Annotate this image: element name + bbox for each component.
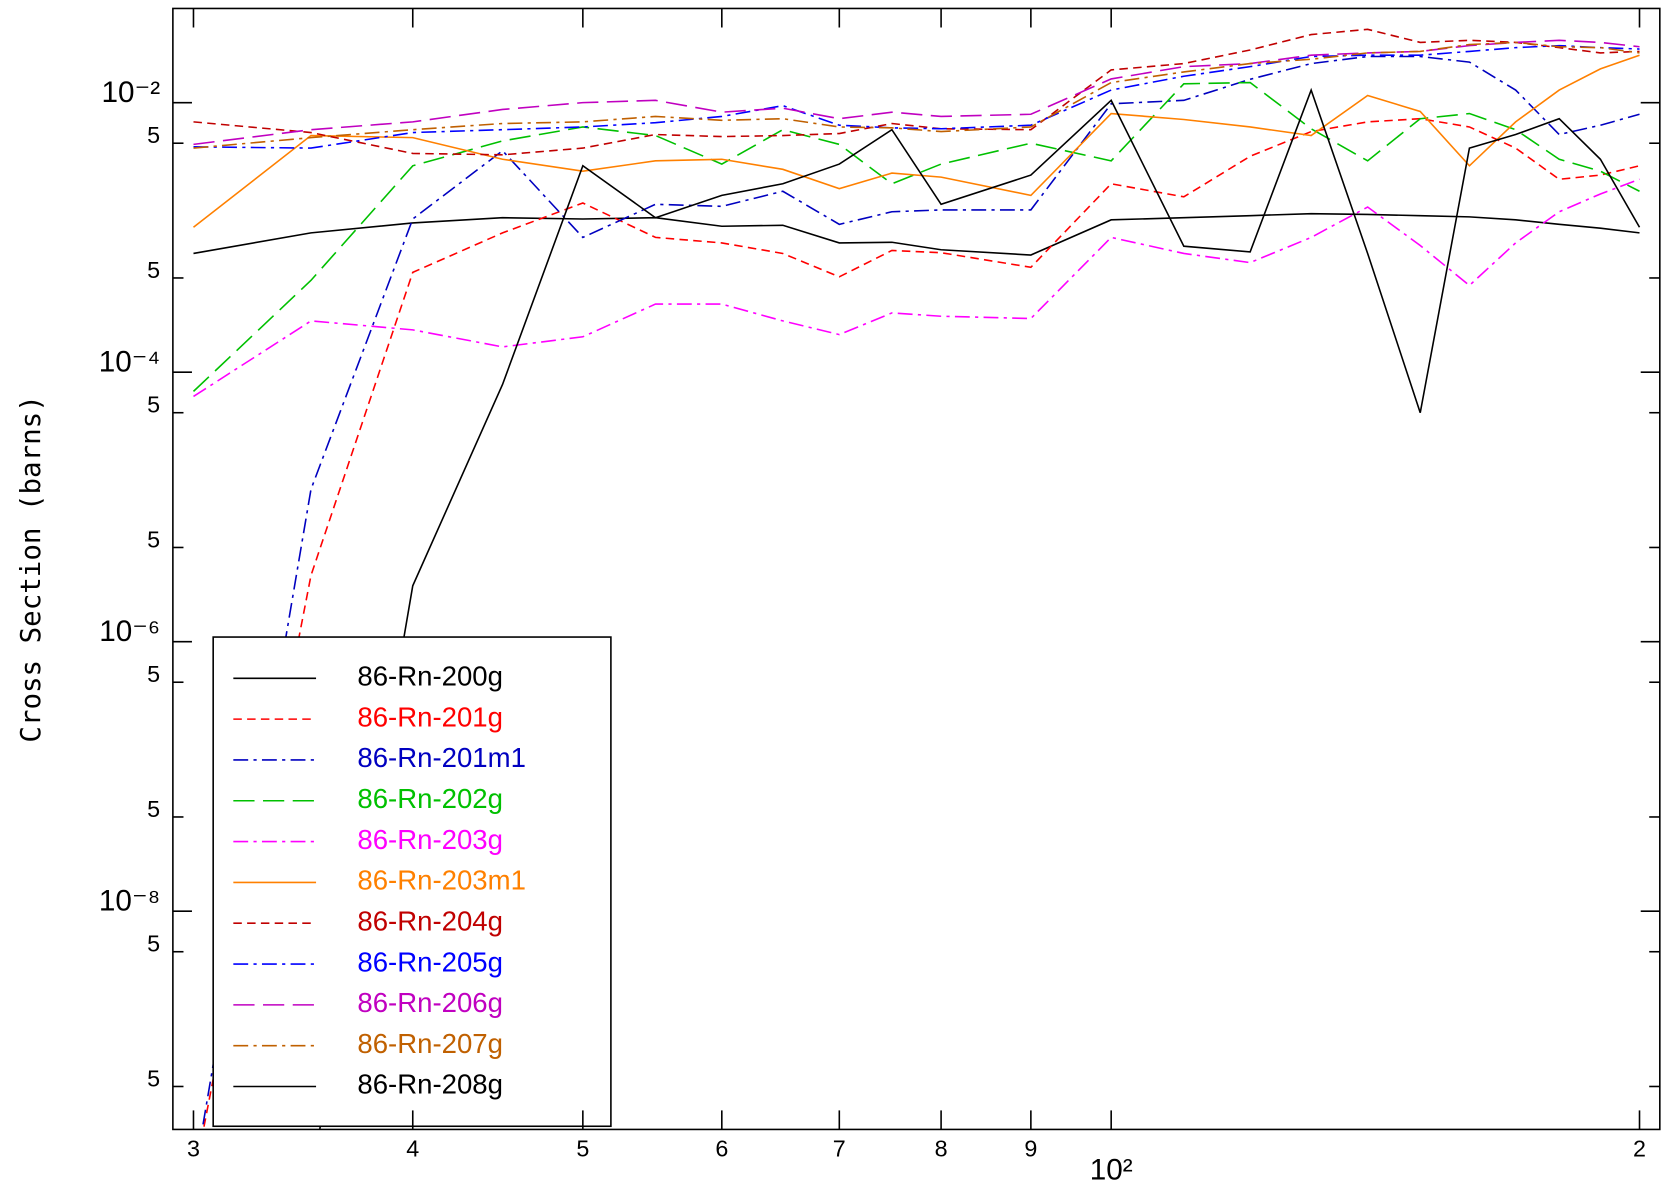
x-tick-label: 6 xyxy=(715,1136,728,1162)
y-tick-label: 5 xyxy=(147,526,160,552)
legend-label: 86-Rn-207g xyxy=(357,1028,503,1059)
x-tick-label: 7 xyxy=(833,1136,846,1162)
legend-label: 86-Rn-203m1 xyxy=(357,865,525,896)
y-tick-label: 10⁻⁶ xyxy=(99,615,160,648)
legend-label: 86-Rn-203g xyxy=(357,824,503,855)
series-line xyxy=(202,117,1640,1130)
plot-lines xyxy=(192,28,1641,1130)
legend-label: 86-Rn-205g xyxy=(357,946,503,977)
legend-label: 86-Rn-201m1 xyxy=(357,742,525,773)
series-line xyxy=(192,54,1640,228)
y-axis-label: Cross Section (barns) xyxy=(15,395,47,742)
y-tick-label: 10⁻⁴ xyxy=(99,346,160,379)
y-tick-label: 10⁻² xyxy=(102,76,161,109)
y-tick-label: 5 xyxy=(147,661,160,687)
series-line xyxy=(201,55,1640,1130)
y-tick-label: 5 xyxy=(147,1065,160,1091)
x-tick-label: 2 xyxy=(1633,1136,1646,1162)
legend-label: 86-Rn-200g xyxy=(357,661,503,692)
series-line xyxy=(193,28,1640,156)
series-line xyxy=(193,178,1640,398)
y-tick-label: 5 xyxy=(147,122,160,148)
y-tick-label: 5 xyxy=(147,931,160,957)
x-tick-label: 5 xyxy=(576,1136,589,1162)
legend-label: 86-Rn-201g xyxy=(357,701,503,732)
series-line xyxy=(193,39,1640,146)
plot-frame xyxy=(172,7,1661,1131)
y-tick-label: 10⁻⁸ xyxy=(99,885,160,918)
y-tick-label: 5 xyxy=(147,392,160,418)
x-tick-label: 3 xyxy=(187,1136,200,1162)
legend-label: 86-Rn-206g xyxy=(357,987,503,1018)
series-line xyxy=(192,81,1640,392)
x-tick-label: 8 xyxy=(935,1136,948,1162)
series-line xyxy=(193,212,1640,256)
y-tick-label: 5 xyxy=(147,796,160,822)
series-line xyxy=(193,44,1640,149)
x-tick-label: 4 xyxy=(406,1136,419,1162)
legend-label: 86-Rn-202g xyxy=(357,783,503,814)
legend: 86-Rn-200g 86-Rn-201g 86-Rn-201m1 86-Rn-202… xyxy=(212,636,612,1128)
x-tick-label: 10² xyxy=(1090,1154,1133,1187)
y-tick-label: 5 xyxy=(147,257,160,283)
x-tick-label: 9 xyxy=(1024,1136,1037,1162)
series-line xyxy=(318,87,1641,1130)
series-line xyxy=(193,41,1640,149)
legend-label: 86-Rn-204g xyxy=(357,906,503,937)
legend-label: 86-Rn-208g xyxy=(357,1069,503,1100)
